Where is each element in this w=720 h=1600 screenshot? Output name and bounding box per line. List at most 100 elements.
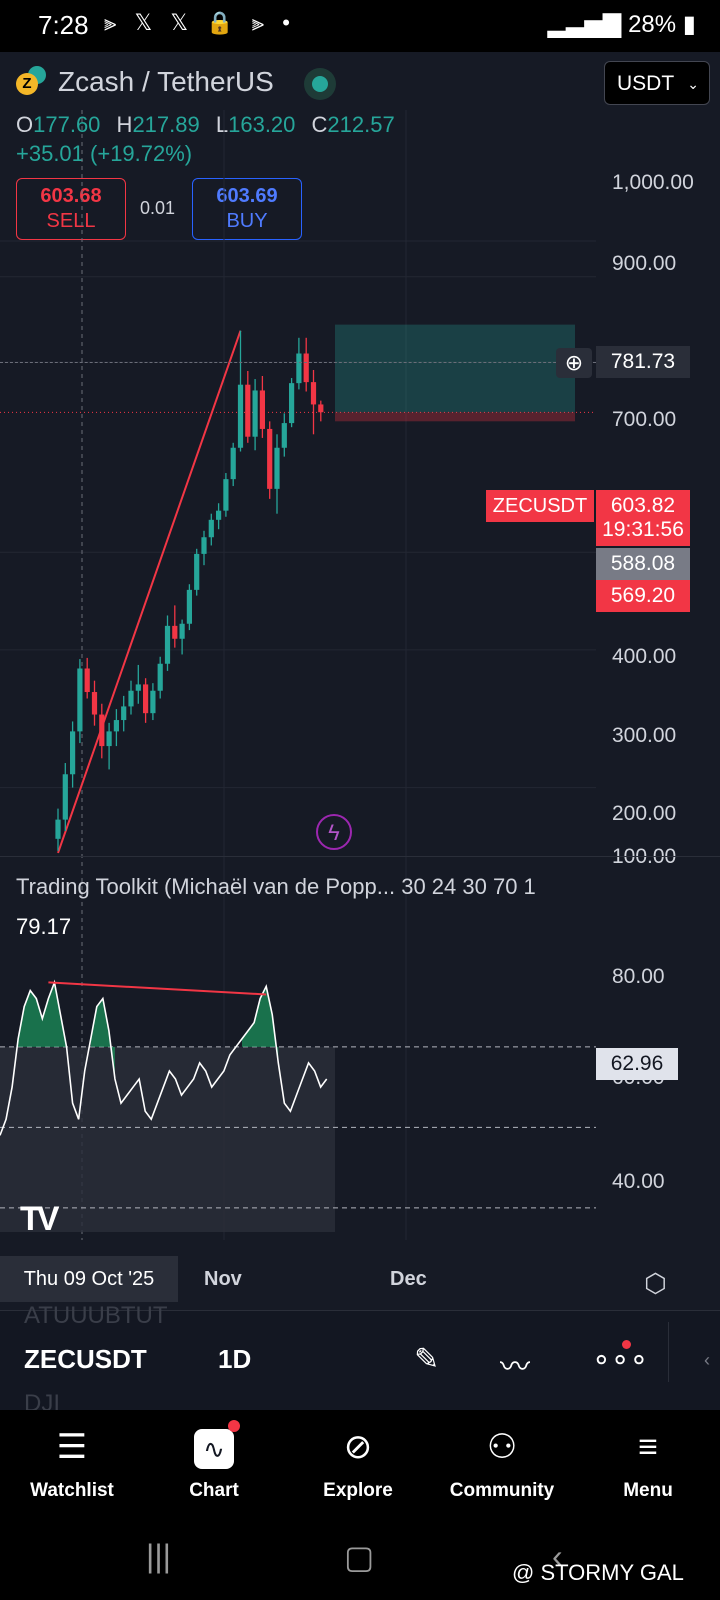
divergence-line	[48, 981, 267, 996]
candle-body	[303, 353, 309, 383]
candle-body	[164, 625, 171, 664]
notification-icons: ⫸ 𝕏 𝕏 🔒 ⫸ •	[104, 10, 296, 35]
signal-icon: ▂▃▅▇	[547, 11, 622, 38]
nav-label: Watchlist	[30, 1480, 114, 1501]
nav-community[interactable]: ⚇ Community	[442, 1420, 562, 1502]
nav-label: Menu	[623, 1480, 673, 1501]
chart-settings-gear-icon[interactable]: ⬡	[644, 1268, 667, 1298]
nav-label: Explore	[323, 1480, 393, 1501]
candle-body	[310, 382, 317, 405]
candle-body	[106, 731, 112, 747]
price-axis-label: 1,000.00	[612, 171, 694, 194]
tradingview-logo: TV	[20, 1200, 60, 1238]
notification-dot	[622, 1340, 631, 1349]
stop-level-tag: 588.08	[596, 548, 690, 580]
candle-body	[128, 690, 134, 707]
candle-body	[91, 692, 98, 715]
close-value: 212.57	[327, 112, 395, 137]
status-time: 7:28	[38, 10, 89, 40]
battery-percent: 28%	[628, 11, 677, 38]
status-right: ▂▃▅▇ 28% ▮	[548, 10, 696, 39]
nav-menu[interactable]: ≡ Menu	[588, 1420, 708, 1502]
crosshair-price-tag: 781.73	[596, 346, 690, 378]
candle-body	[274, 447, 280, 489]
trendline-drawing[interactable]	[57, 330, 242, 854]
indicator-axis-label: 40.00	[612, 1170, 665, 1193]
spread-value: 0.01	[140, 198, 176, 218]
candle-body	[208, 519, 214, 538]
candle-body	[281, 423, 287, 448]
pane-separator[interactable]	[0, 856, 720, 857]
more-dots-icon[interactable]: ∘∘∘	[592, 1343, 649, 1376]
toolbar-symbol-button[interactable]: ZECUSDT	[24, 1344, 147, 1374]
toolbar-divider	[668, 1322, 669, 1382]
low-level-tag: 569.20	[596, 580, 690, 612]
currency-value: USDT	[617, 72, 675, 95]
crosshair-horizontal	[0, 362, 596, 363]
buy-button[interactable]: 603.69 BUY	[192, 178, 302, 240]
candles	[55, 330, 324, 851]
candle-body	[84, 668, 90, 693]
system-navigation	[0, 1522, 720, 1600]
toolbar-interval-button[interactable]: 1D	[218, 1344, 252, 1374]
candle-body	[99, 714, 105, 747]
price-axis-label: 200.00	[612, 802, 677, 825]
candle-body	[77, 668, 83, 732]
buy-price: 603.69	[216, 185, 278, 207]
market-open-icon[interactable]	[304, 68, 336, 100]
candle-body	[201, 537, 207, 554]
home-icon[interactable]: ▢	[344, 1539, 375, 1575]
low-label: L	[215, 112, 229, 137]
candle-body	[318, 404, 324, 413]
trendline	[57, 330, 242, 854]
nav-explore[interactable]: ⊘ Explore	[298, 1420, 418, 1502]
candle-body	[223, 479, 229, 511]
symbol-price-label: ZECUSDT	[486, 490, 594, 522]
nav-chart[interactable]: ∿ Chart	[154, 1420, 274, 1502]
long-position-tool[interactable]	[335, 324, 575, 422]
candle-body	[55, 819, 61, 839]
candle-body	[172, 625, 178, 639]
drawings-icon[interactable]: 〰	[500, 1351, 530, 1384]
candle-countdown: 19:31:56	[602, 518, 684, 541]
candle-body	[135, 684, 141, 691]
candle-body	[113, 720, 119, 732]
position-loss-zone	[335, 412, 575, 422]
watchlist-icon: ☰	[56, 1428, 88, 1466]
candle-body	[70, 731, 76, 775]
battery-icon: ▮	[682, 11, 696, 38]
indicator-title[interactable]: Trading Toolkit (Michaël van de Popp... …	[16, 874, 536, 899]
recent-apps-icon[interactable]: |||	[146, 1538, 171, 1574]
chevron-down-icon: ⌄	[687, 76, 699, 92]
last-price-value: 603.82	[610, 494, 676, 517]
price-axis-label: 700.00	[612, 408, 677, 431]
nav-label: Chart	[189, 1480, 239, 1501]
open-label: O	[16, 112, 34, 137]
sell-button[interactable]: 603.68 SELL	[16, 178, 126, 240]
pencil-draw-icon[interactable]: ✎	[414, 1343, 440, 1376]
sell-price: 603.68	[40, 185, 102, 207]
candle-body	[216, 510, 222, 520]
add-alert-plus-icon[interactable]: ⊕	[556, 348, 592, 378]
candle-body	[267, 428, 273, 489]
hamburger-icon: ≡	[638, 1428, 658, 1466]
indicator-value-label: 79.17	[16, 914, 72, 939]
lightning-icon[interactable]: ϟ	[316, 814, 352, 850]
bottom-navigation	[0, 1410, 720, 1522]
currency-select[interactable]: USDT ⌄	[604, 61, 710, 105]
back-icon[interactable]: ‹	[552, 1538, 563, 1574]
low-value: 163.20	[228, 112, 296, 137]
price-axis-label: 400.00	[612, 645, 677, 668]
position-profit-zone	[335, 324, 575, 413]
close-label: C	[311, 112, 328, 137]
candle-body	[237, 384, 244, 448]
time-axis-label: Nov	[204, 1268, 242, 1290]
status-bar: 7:28 ⫸ 𝕏 𝕏 🔒 ⫸ • ▂▃▅▇ 28% ▮	[0, 0, 720, 52]
nav-watchlist[interactable]: ☰ Watchlist	[12, 1420, 132, 1502]
chevron-left-icon[interactable]: ‹	[704, 1350, 710, 1370]
chart-toolbar	[0, 1310, 720, 1411]
symbol-title[interactable]: Zcash / TetherUS	[58, 66, 274, 97]
price-axis-label: 300.00	[612, 724, 677, 747]
high-value: 217.89	[132, 112, 200, 137]
candle-body	[179, 623, 185, 639]
